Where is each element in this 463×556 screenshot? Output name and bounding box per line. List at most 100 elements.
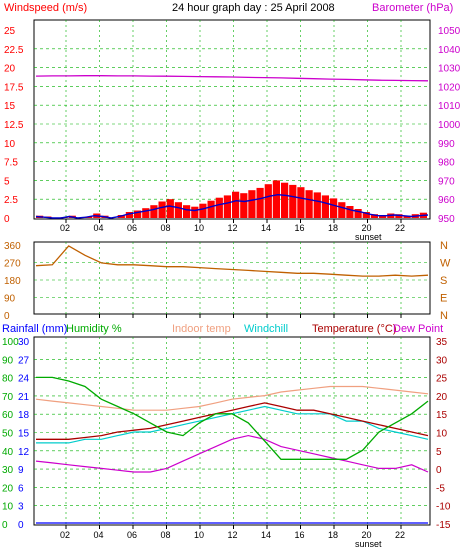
temp-right-tick-label: -5	[436, 483, 445, 494]
windspeed-bar	[272, 180, 280, 218]
rainfall-tick-label: 27	[18, 355, 30, 366]
dew-point-line	[35, 434, 429, 473]
x-tick-label: 18	[328, 530, 338, 540]
windspeed-tick-label: 2.5	[4, 195, 18, 206]
windspeed-tick-label: 7.5	[4, 158, 18, 169]
grid-layer	[34, 20, 430, 525]
compass-tick-label: S	[440, 275, 447, 287]
windspeed-tick-label: 5	[4, 176, 10, 187]
windspeed-bar	[232, 191, 240, 218]
windspeed-bar	[370, 214, 378, 218]
temp-right-tick-label: -10	[436, 502, 451, 513]
temp-right-tick-label: 0	[436, 465, 442, 476]
windspeed-bar	[321, 195, 329, 218]
legend-rainfall: Rainfall (mm)	[2, 323, 67, 335]
barometer-tick-label: 1000	[438, 120, 461, 131]
windspeed-bar	[297, 187, 305, 218]
temp-right-tick-label: 10	[436, 429, 448, 440]
compass-tick-label: W	[440, 258, 451, 270]
x-tick-label: 12	[228, 530, 238, 540]
rainfall-tick-label: 3	[18, 502, 24, 513]
windspeed-tick-label: 15	[4, 101, 16, 112]
humidity-tick-label: 50	[2, 429, 14, 440]
windspeed-bar	[395, 214, 403, 218]
x-tick-label: 20	[362, 223, 372, 233]
x-tick-label: 08	[161, 223, 171, 233]
barometer-tick-label: 970	[438, 176, 455, 187]
windspeed-bar	[289, 184, 297, 218]
compass-tick-label: N	[440, 310, 448, 322]
x-tick-label: 20	[362, 530, 372, 540]
windspeed-bar	[199, 203, 207, 218]
rainfall-tick-label: 18	[18, 410, 30, 421]
barometer-axis-title: Barometer (hPa)	[372, 2, 453, 14]
panel-wind-frame	[33, 19, 431, 220]
axis-layer: 0202040406060808101012121414161618182020…	[2, 26, 461, 540]
x-tick-label: 22	[395, 223, 405, 233]
windspeed-tick-label: 20	[4, 64, 16, 75]
humidity-tick-label: 80	[2, 374, 14, 385]
windspeed-bar	[362, 212, 370, 218]
barometer-tick-label: 990	[438, 139, 455, 150]
temp-right-tick-label: -15	[436, 520, 451, 531]
windspeed-bar	[281, 182, 289, 218]
windspeed-tick-label: 10	[4, 139, 16, 150]
panel-direction-frame	[33, 241, 431, 315]
panel-temp-frame	[33, 336, 431, 526]
windspeed-bar	[207, 200, 215, 218]
windspeed-bar	[166, 199, 174, 218]
windspeed-tick-label: 12.5	[4, 120, 24, 131]
temp-right-tick-label: 5	[436, 447, 442, 458]
x-tick-label: 10	[194, 530, 204, 540]
windchill-line	[36, 405, 429, 444]
windspeed-tick-label: 22.5	[4, 45, 24, 56]
windspeed-axis-title: Windspeed (m/s)	[4, 2, 87, 14]
windspeed-bar	[174, 202, 182, 218]
barometer-tick-label: 980	[438, 158, 455, 169]
windspeed-bar	[223, 195, 231, 218]
x-tick-label: 08	[161, 530, 171, 540]
rainfall-tick-label: 6	[18, 483, 24, 494]
legend-dew-point: Dew Point	[393, 323, 443, 335]
rainfall-tick-label: 21	[18, 392, 30, 403]
windspeed-bar	[403, 215, 411, 218]
windspeed-bar	[125, 212, 133, 218]
barometer-tick-label: 1030	[438, 64, 461, 75]
x-tick-label: 14	[261, 530, 271, 540]
windspeed-bar	[305, 190, 313, 218]
windspeed-bar	[313, 192, 321, 218]
barometer-tick-label: 950	[438, 214, 455, 225]
x-tick-label: 04	[94, 223, 104, 233]
windspeed-tick-label: 25	[4, 26, 16, 37]
rainfall-tick-label: 15	[18, 429, 30, 440]
direction-tick-label: 180	[4, 276, 21, 287]
humidity-tick-label: 70	[2, 392, 14, 403]
windspeed-bar	[330, 198, 338, 218]
x-tick-label: 16	[295, 530, 305, 540]
x-tick-label: 06	[127, 223, 137, 233]
barometer-tick-label: 1010	[438, 101, 461, 112]
rainfall-tick-label: 0	[18, 520, 24, 531]
x-tick-label: 12	[228, 223, 238, 233]
temp-right-tick-label: 15	[436, 410, 448, 421]
temperature-line	[36, 402, 429, 440]
direction-tick-label: 0	[4, 311, 10, 322]
windspeed-bar	[256, 187, 264, 218]
windspeed-bar	[346, 206, 354, 218]
humidity-tick-label: 60	[2, 410, 14, 421]
compass-tick-label: N	[440, 240, 448, 252]
windspeed-bar	[379, 215, 387, 218]
wind-direction-line	[35, 245, 429, 277]
windspeed-bar	[158, 201, 166, 218]
temp-right-tick-label: 25	[436, 374, 448, 385]
humidity-line	[36, 376, 429, 460]
windspeed-tick-label: 0	[4, 214, 10, 225]
rainfall-tick-label: 9	[18, 465, 24, 476]
legend-indoor-temp: Indoor temp	[172, 323, 231, 335]
windspeed-bar	[215, 197, 223, 218]
graph-title: 24 hour graph day : 25 April 2008	[172, 2, 335, 14]
humidity-tick-label: 40	[2, 447, 14, 458]
sunset-label-top: sunset	[355, 232, 382, 242]
direction-tick-label: 270	[4, 259, 21, 270]
